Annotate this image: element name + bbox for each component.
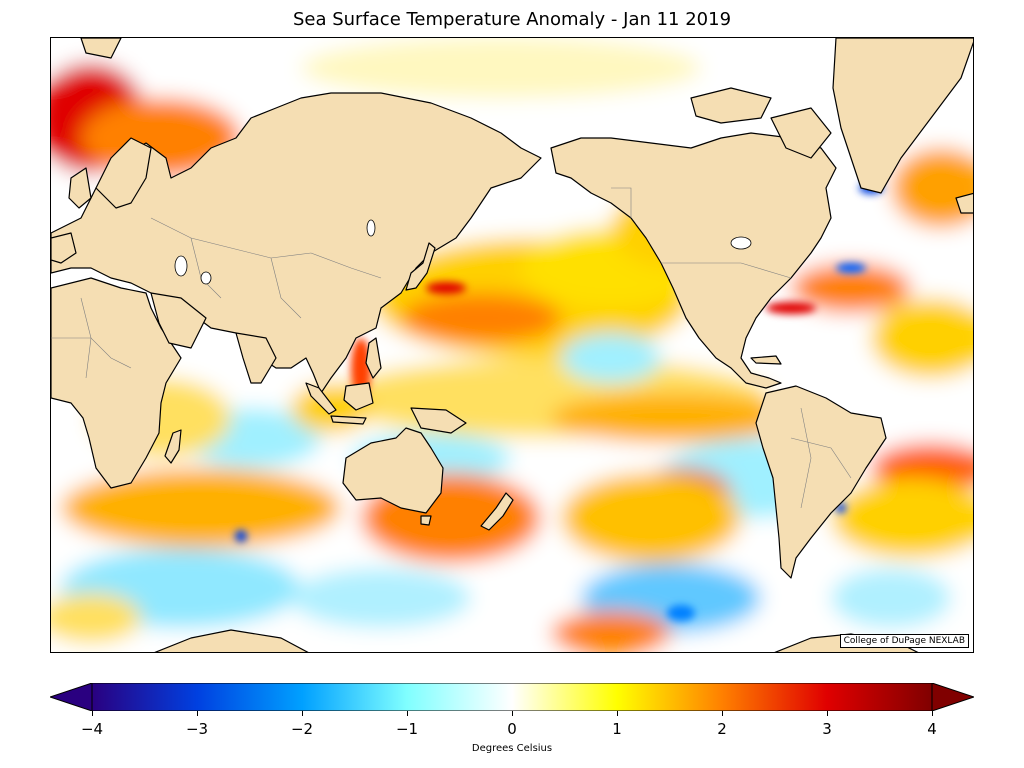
- africa: [51, 277, 182, 489]
- arctic-islands: [690, 87, 772, 124]
- colorbar-tick-mark: [827, 711, 828, 716]
- colorbar-extend-low: [50, 683, 93, 711]
- map-frame[interactable]: College of DuPage NEXLAB: [50, 37, 974, 653]
- colorbar-tick-label: 1: [612, 720, 622, 738]
- colorbar-tick-label: −4: [80, 720, 104, 738]
- sumatra: [305, 382, 337, 415]
- borneo: [343, 382, 374, 411]
- colorbar: [50, 683, 974, 711]
- svalbard: [80, 38, 122, 59]
- lakes: [174, 219, 752, 285]
- colorbar-tick-mark: [512, 711, 513, 716]
- iberia: [51, 232, 77, 264]
- colorbar-tick-label: −3: [185, 720, 209, 738]
- colorbar-label: Degrees Celsius: [471, 743, 553, 754]
- colorbar-tick-label: −2: [290, 720, 314, 738]
- greenland: [832, 38, 973, 194]
- north-america: [550, 132, 837, 389]
- colorbar-tick-mark: [92, 711, 93, 716]
- south-america: [755, 385, 887, 579]
- colorbar-tick-label: 2: [717, 720, 727, 738]
- colorbar-tick-label: 0: [507, 720, 517, 738]
- colorbar-tick-label: 3: [822, 720, 832, 738]
- antarctica-1: [154, 629, 309, 652]
- scandinavia: [95, 137, 152, 209]
- colorbar-body: [91, 683, 933, 711]
- australia: [342, 427, 444, 514]
- arabia: [150, 292, 207, 349]
- colorbar-tick-mark: [407, 711, 408, 716]
- credit-label: College of DuPage NEXLAB: [839, 634, 969, 648]
- uk: [68, 167, 92, 209]
- colorbar-extend-high: [931, 683, 974, 711]
- java: [330, 415, 367, 425]
- baffin: [770, 107, 832, 159]
- philippines: [365, 337, 382, 379]
- iceland: [955, 192, 973, 214]
- colorbar-tick-mark: [617, 711, 618, 716]
- colorbar-tick-mark: [302, 711, 303, 716]
- madagascar: [164, 429, 182, 464]
- india: [235, 332, 277, 384]
- colorbar-tick-mark: [722, 711, 723, 716]
- sst-anomaly-map: [51, 38, 973, 652]
- new-zealand: [480, 492, 514, 531]
- cuba: [750, 355, 782, 365]
- colorbar-tick-label: 4: [927, 720, 937, 738]
- map-title: Sea Surface Temperature Anomaly - Jan 11…: [292, 9, 732, 30]
- land: [51, 38, 973, 652]
- colorbar-tick-mark: [932, 711, 933, 716]
- country-borders: [51, 187, 852, 509]
- colorbar-tick-mark: [197, 711, 198, 716]
- colorbar-tick-label: −1: [395, 720, 419, 738]
- tasmania: [420, 515, 432, 526]
- anomaly-details: [235, 182, 883, 621]
- japan: [405, 242, 436, 291]
- new-guinea: [410, 407, 467, 434]
